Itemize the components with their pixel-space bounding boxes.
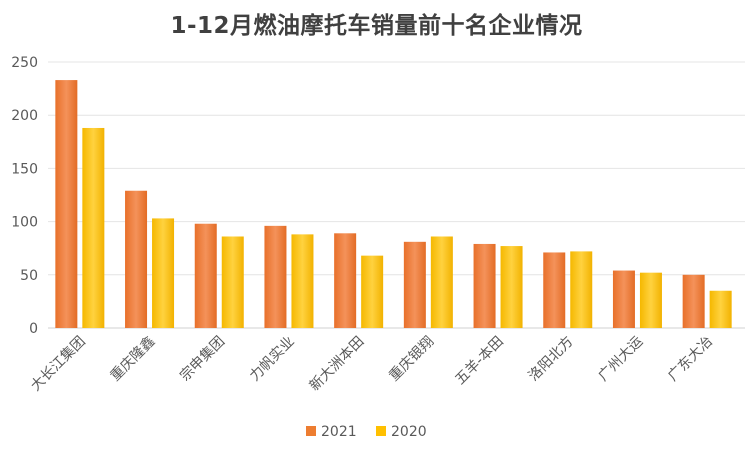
- y-tick-label: 250: [11, 55, 38, 71]
- y-tick-label: 150: [11, 161, 38, 177]
- bar-2020-大长江集团: [82, 127, 105, 328]
- x-category-label: 大长江集团: [27, 333, 89, 395]
- bar-2021-力帆实业: [264, 225, 287, 328]
- bar-2021-大长江集团: [55, 80, 78, 328]
- y-tick-label: 0: [29, 321, 38, 337]
- bar-2020-广东大冶: [709, 290, 732, 328]
- bar-2021-广东大冶: [682, 274, 705, 328]
- x-category-label: 新大洲本田: [307, 334, 368, 395]
- x-category-label: 重庆隆鑫: [107, 333, 159, 385]
- y-axis: 0 50 100 150 200 250: [11, 55, 38, 337]
- bars: [55, 80, 732, 328]
- legend-swatch-2020: [376, 426, 386, 436]
- bar-2021-广州大运: [612, 270, 635, 328]
- legend-swatch-2021: [306, 426, 316, 436]
- bar-2021-洛阳北方: [543, 252, 566, 328]
- chart-title: 1-12月燃油摩托车销量前十名企业情况: [170, 13, 583, 39]
- bar-2021-新大洲本田: [334, 233, 357, 328]
- y-tick-label: 100: [11, 215, 38, 231]
- bar-2020-广州大运: [639, 272, 662, 328]
- x-category-label: 广东大冶: [665, 334, 716, 385]
- x-category-label: 广州大运: [595, 334, 646, 385]
- x-category-label: 宗申集团: [176, 333, 228, 385]
- x-axis: 大长江集团 重庆隆鑫 宗申集团 力帆实业 新大洲本田 重庆银翔 五羊-本田 洛阳北方 广州大运广…: [27, 333, 716, 395]
- bar-2020-五羊-本田: [500, 246, 523, 328]
- bar-2020-新大洲本田: [361, 255, 384, 328]
- x-category-label: 洛阳北方: [526, 334, 577, 385]
- x-category-label: 五羊-本田: [452, 334, 506, 388]
- legend-label: 2021: [321, 424, 357, 440]
- legend-label: 2020: [391, 424, 427, 440]
- bar-2021-重庆银翔: [403, 241, 426, 328]
- bar-2021-宗申集团: [194, 223, 217, 328]
- y-tick-label: 50: [20, 268, 38, 284]
- x-category-label: 力帆实业: [247, 334, 298, 385]
- x-category-label: 重庆银翔: [386, 334, 437, 385]
- legend: 2021 2020: [306, 424, 427, 440]
- bar-2020-重庆隆鑫: [152, 218, 175, 328]
- bar-2020-宗申集团: [221, 236, 244, 328]
- bar-2020-力帆实业: [291, 234, 314, 328]
- bar-2021-重庆隆鑫: [125, 190, 148, 328]
- bar-2021-五羊-本田: [473, 243, 496, 328]
- y-tick-label: 200: [11, 108, 38, 124]
- bar-2020-洛阳北方: [570, 251, 593, 328]
- bar-2020-重庆银翔: [430, 236, 453, 328]
